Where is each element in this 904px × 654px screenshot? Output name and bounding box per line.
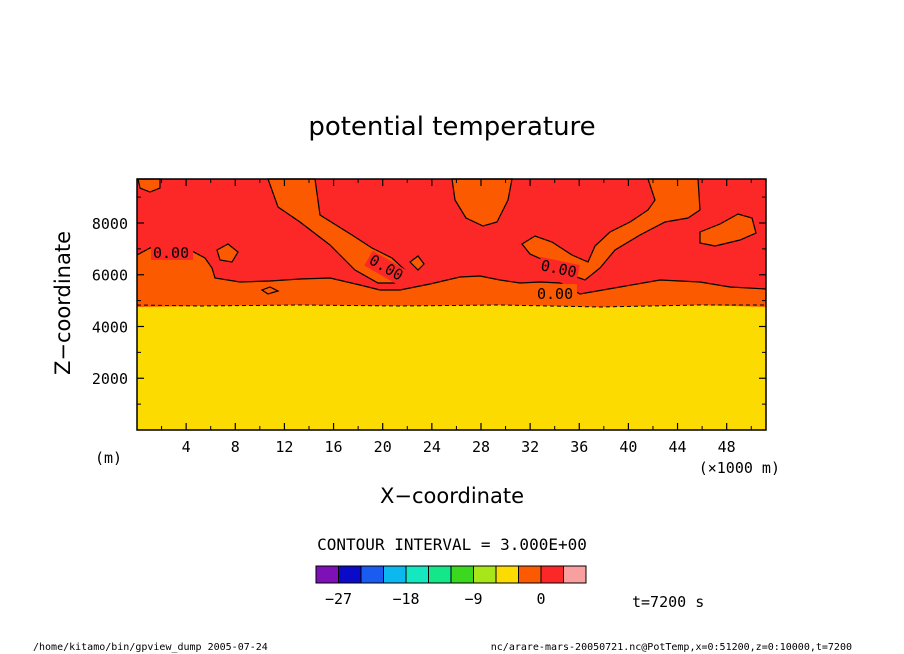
y-axis-label: Z−coordinate — [51, 231, 75, 375]
colorbar-swatch — [360, 565, 384, 584]
x-tick-label: 12 — [275, 438, 293, 456]
colorbar-swatch — [315, 565, 339, 584]
upper-orange-patch-far-right — [699, 213, 757, 247]
x-tick-label: 44 — [669, 438, 687, 456]
x-tick-label: 20 — [374, 438, 392, 456]
contour-line-main — [136, 244, 767, 295]
contour-label-4: 0.00 — [537, 285, 573, 303]
upper-orange-patch-small-1 — [216, 243, 239, 263]
middle-region — [137, 245, 766, 307]
colorbar-swatch — [338, 565, 362, 584]
contour-label-bg-3 — [537, 256, 580, 282]
x-unit-label: (×1000 m) — [699, 459, 780, 477]
contour-label-bg-1 — [151, 243, 193, 260]
y-tick-label: 2000 — [92, 370, 128, 388]
plot-frame — [136, 178, 767, 431]
colorbar-tick-label: −9 — [464, 590, 482, 608]
x-tick-label: 32 — [521, 438, 539, 456]
contour-label-1: 0.00 — [153, 244, 189, 262]
y-tick-label: 6000 — [92, 267, 128, 285]
colorbar-swatch — [405, 565, 429, 584]
time-label: t=7200 s — [632, 593, 704, 611]
contour-label-bg-2 — [364, 250, 408, 286]
x-tick-label: 48 — [718, 438, 736, 456]
upper-orange-patch-small-3 — [260, 286, 280, 295]
colorbar-tick-label: −27 — [325, 590, 352, 608]
colorbar-swatch — [428, 565, 452, 584]
colorbar-swatch — [563, 565, 587, 584]
upper-orange-patch-small-2 — [409, 255, 425, 271]
x-axis-label: X−coordinate — [380, 484, 524, 508]
colorbar-swatch — [495, 565, 519, 584]
x-tick-label: 28 — [472, 438, 490, 456]
colorbar-labels: −27 −18 −9 0 — [325, 590, 546, 608]
x-tick-label: 36 — [570, 438, 588, 456]
colorbar-tick-label: 0 — [536, 590, 545, 608]
contour-line-lower-dashed — [136, 304, 766, 308]
colorbar-tick-label: −18 — [392, 590, 419, 608]
y-axis-ticks: 2000 4000 6000 8000 — [92, 196, 766, 405]
x-tick-label: 24 — [423, 438, 441, 456]
colorbar — [315, 565, 587, 584]
upper-orange-patch-middle — [451, 178, 513, 227]
colorbar-swatch — [450, 565, 474, 584]
footer-right: nc/arare-mars-20050721.nc@PotTemp,x=0:51… — [491, 642, 852, 653]
colorbar-swatch — [540, 565, 564, 584]
x-tick-label: 16 — [325, 438, 343, 456]
colorbar-swatch — [473, 565, 497, 584]
colorbar-swatch — [383, 565, 407, 584]
lower-region — [137, 305, 766, 430]
colorbar-swatch — [518, 565, 542, 584]
upper-orange-patch-right — [521, 178, 701, 281]
x-tick-label: 4 — [182, 438, 191, 456]
plot-area: 0.00 0.00 0.00 0.00 — [136, 178, 767, 431]
footer-left: /home/kitamo/bin/gpview_dump 2005-07-24 — [33, 642, 268, 653]
y-tick-label: 8000 — [92, 215, 128, 233]
x-tick-label: 8 — [231, 438, 240, 456]
chart-title: potential temperature — [308, 112, 595, 142]
contour-interval-text: CONTOUR INTERVAL = 3.000E+00 — [317, 535, 587, 554]
x-tick-label: 40 — [619, 438, 637, 456]
x-unit-left: (m) — [95, 449, 122, 467]
contour-label-bg-4 — [535, 284, 577, 301]
y-tick-label: 4000 — [92, 318, 128, 336]
x-axis-ticks: 4 8 12 16 20 24 28 32 36 40 44 48 — [161, 179, 752, 456]
